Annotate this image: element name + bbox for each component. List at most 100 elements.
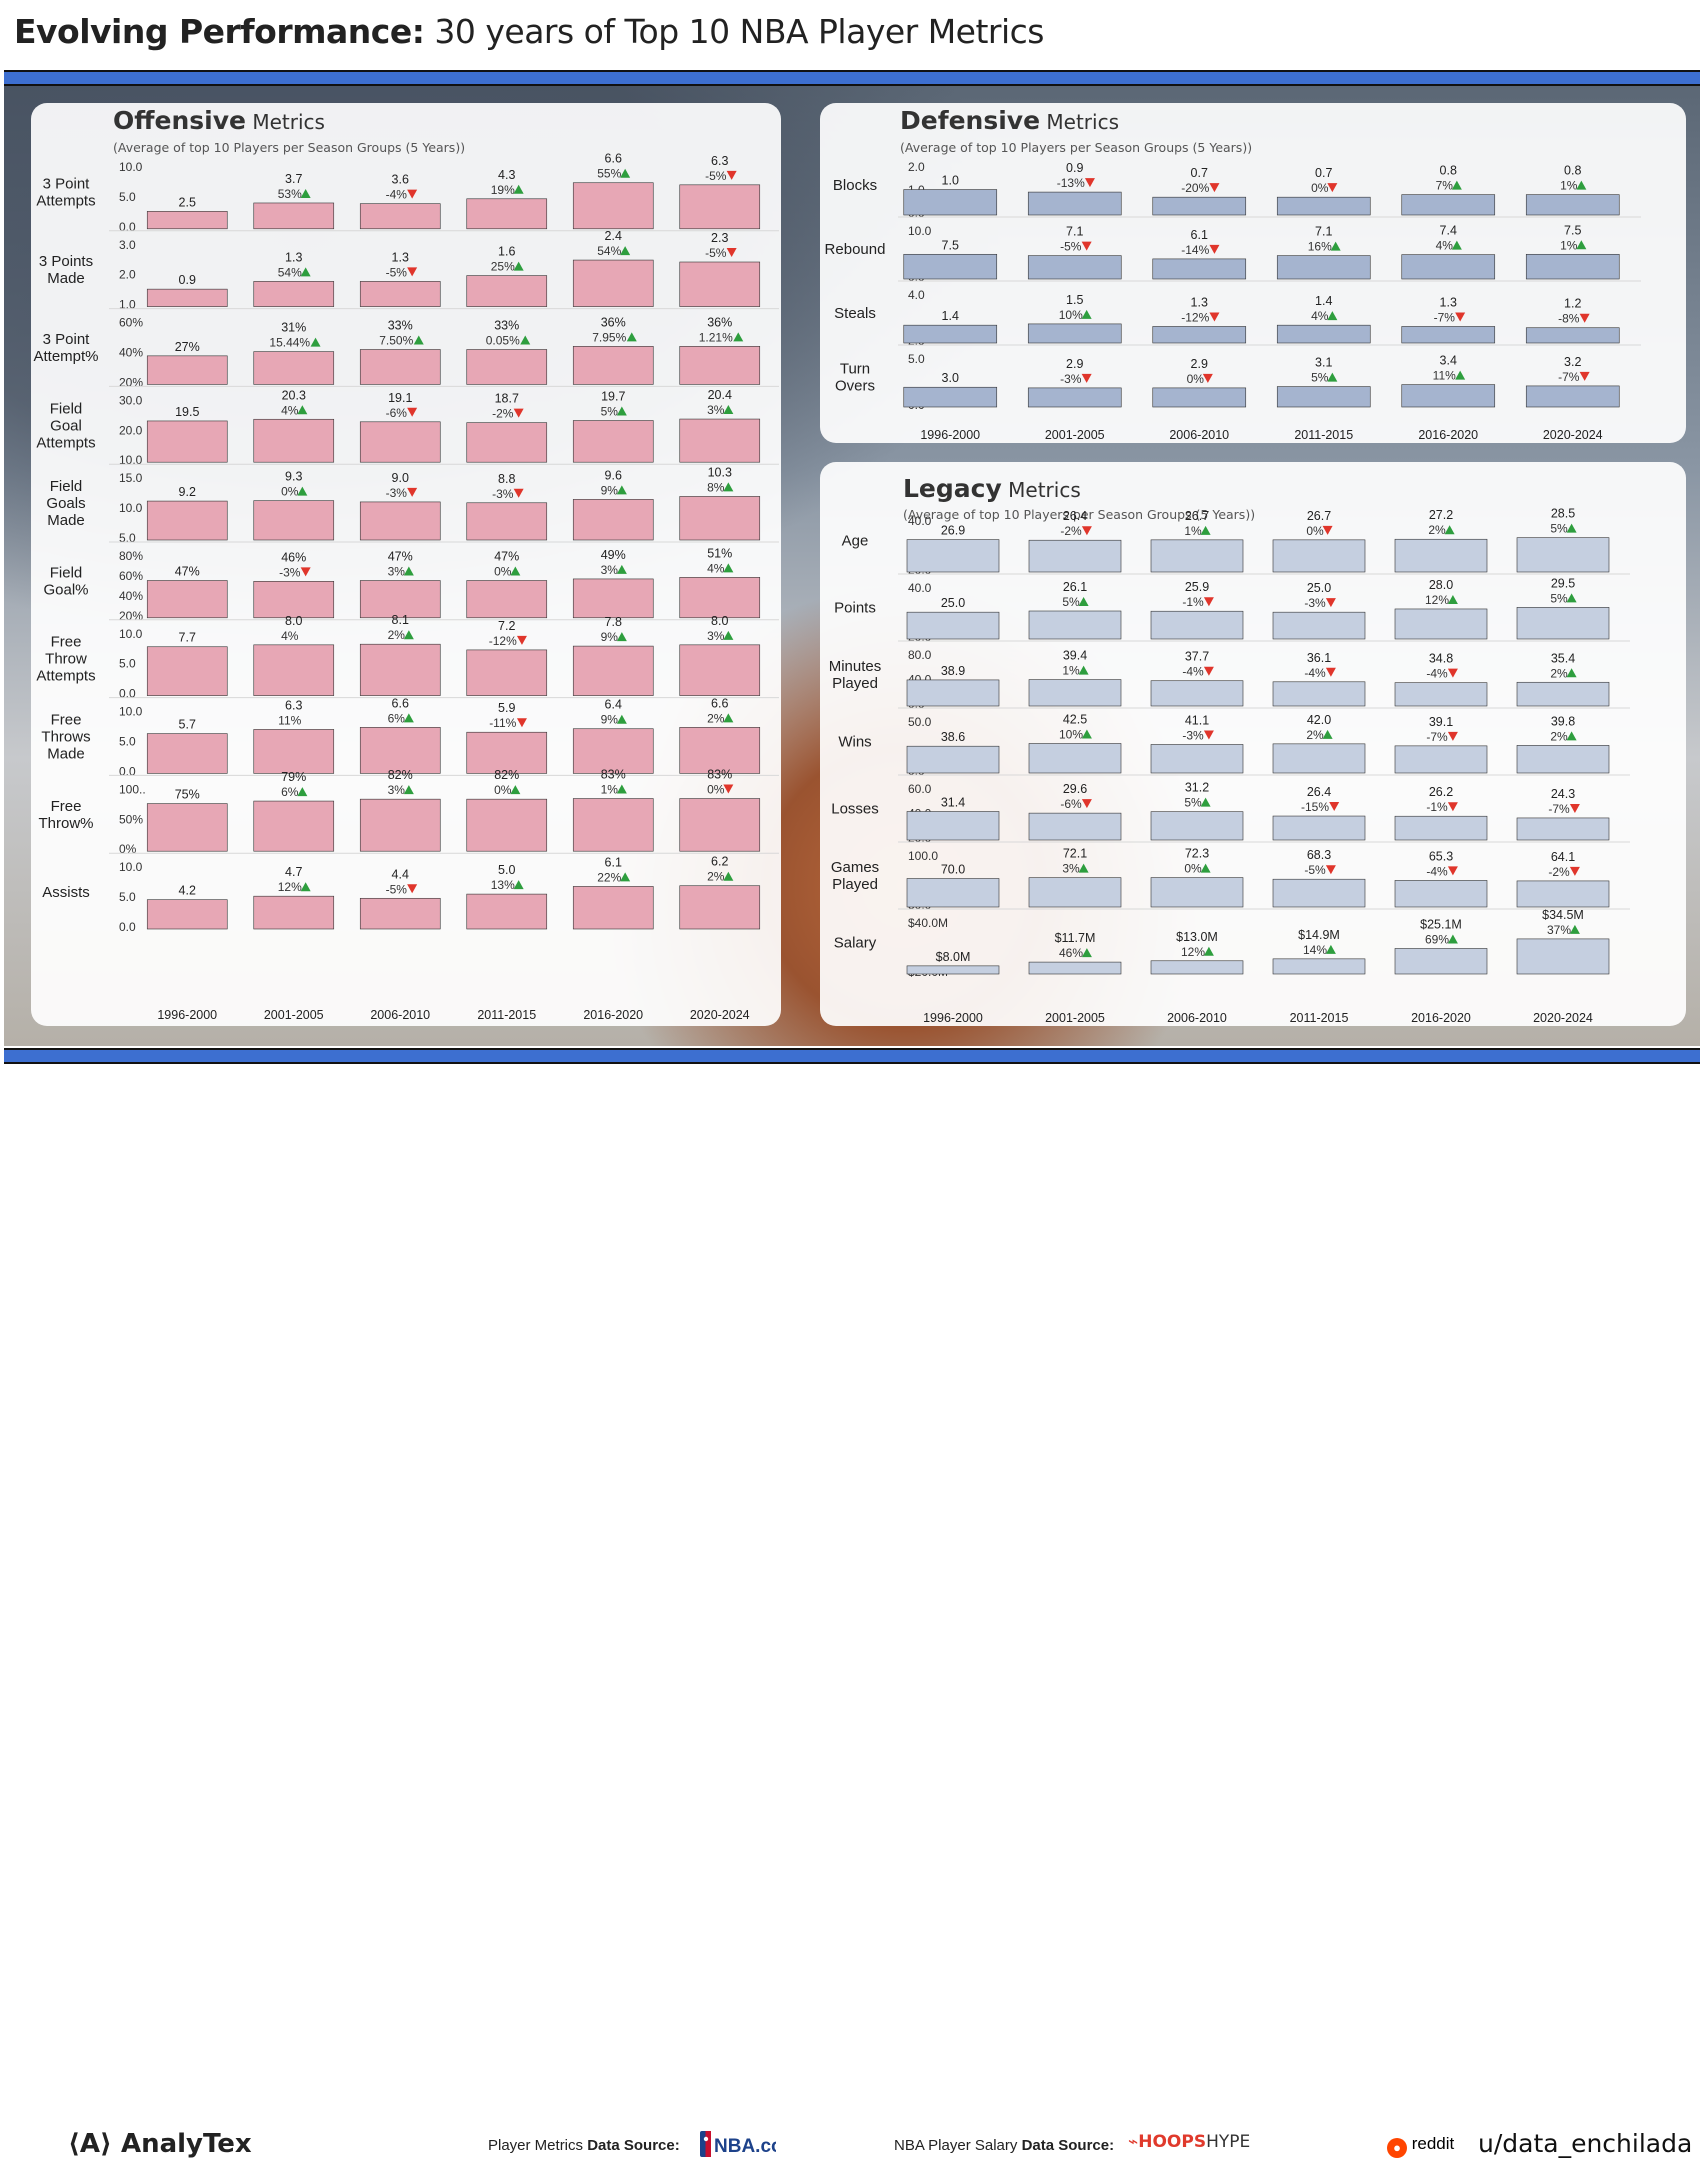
bar: [903, 253, 998, 280]
up-arrow-icon: [1322, 729, 1333, 739]
change-label: 1%: [1062, 664, 1080, 678]
change-label: 2%: [1306, 728, 1324, 742]
up-arrow-icon: [1447, 594, 1458, 604]
data-label: 64.1: [1551, 850, 1575, 864]
bar: [253, 644, 335, 696]
data-label: 3.0: [942, 371, 959, 385]
data-label: $25.1M: [1420, 917, 1462, 931]
data-label: 7.4: [1440, 224, 1457, 238]
down-arrow-icon: [726, 170, 737, 180]
down-arrow-icon: [1447, 668, 1458, 678]
bar: [572, 182, 654, 230]
change-label: 2%: [707, 711, 725, 725]
data-label: 65.3: [1429, 849, 1453, 863]
row-label: Free: [51, 798, 82, 815]
bar: [359, 349, 441, 385]
data-label: 3.6: [392, 173, 409, 187]
bar: [1394, 815, 1488, 841]
change-label: 12%: [1181, 945, 1205, 959]
data-label: 38.9: [941, 664, 965, 678]
row-label: Throw: [45, 651, 87, 668]
down-arrow-icon: [1209, 183, 1220, 193]
data-label: 31.4: [941, 795, 965, 809]
salary-source-bold: Data Source:: [1021, 2137, 1115, 2154]
data-label: 26.1: [1063, 580, 1087, 594]
bar: [1516, 537, 1610, 573]
change-label: 0%: [494, 783, 512, 797]
data-label: 1.4: [942, 309, 959, 323]
data-label: 19.5: [175, 405, 199, 419]
bar: [1272, 815, 1366, 841]
data-label: 19.1: [388, 391, 412, 405]
change-label: -5%: [1060, 240, 1082, 254]
bar: [679, 727, 761, 774]
change-label: -12%: [1181, 310, 1209, 324]
change-label: -8%: [1558, 312, 1580, 326]
row-label: Age: [842, 533, 869, 550]
data-label: 0.8: [1564, 164, 1581, 178]
data-label: 6.6: [392, 696, 409, 710]
down-arrow-icon: [1203, 597, 1214, 607]
change-label: 1%: [1560, 179, 1578, 193]
x-category-label: 1996-2000: [157, 1008, 217, 1022]
row-label: Attempts: [36, 434, 95, 451]
up-arrow-icon: [723, 482, 734, 492]
data-label: 25.0: [941, 596, 965, 610]
y-tick-label: 5.0: [119, 531, 136, 545]
y-tick-label: 10.0: [119, 627, 143, 641]
change-label: -2%: [1548, 865, 1570, 879]
down-arrow-icon: [513, 408, 524, 418]
data-label: 6.1: [1191, 228, 1208, 242]
change-label: -5%: [705, 169, 727, 183]
data-label: $11.7M: [1055, 931, 1096, 945]
bar: [1276, 196, 1371, 216]
down-arrow-icon: [1579, 371, 1590, 381]
change-label: 46%: [1059, 946, 1083, 960]
data-label: 27.2: [1429, 508, 1453, 522]
change-label: 3%: [601, 563, 619, 577]
data-label: 46%: [281, 550, 306, 564]
data-label: 8.8: [498, 472, 515, 486]
data-label: 8.0: [711, 614, 728, 628]
change-label: -5%: [386, 265, 408, 279]
change-label: -5%: [705, 246, 727, 260]
data-label: 2.5: [179, 195, 196, 209]
change-label: -7%: [1434, 310, 1456, 324]
bar: [906, 965, 1000, 975]
bar: [1150, 539, 1244, 573]
down-arrow-icon: [407, 189, 418, 199]
data-label: 1.4: [1315, 294, 1332, 308]
data-label: 9.0: [392, 471, 409, 485]
data-label: 5.0: [498, 863, 515, 877]
change-label: -3%: [1182, 728, 1204, 742]
x-category-label: 2001-2005: [1045, 1011, 1105, 1025]
bar: [679, 261, 761, 307]
data-label: 42.0: [1307, 713, 1331, 727]
bar: [359, 421, 441, 463]
data-label: 4.3: [498, 168, 515, 182]
bar: [146, 580, 228, 619]
up-arrow-icon: [616, 784, 627, 794]
data-label: 6.3: [285, 698, 302, 712]
change-label: 1%: [1184, 524, 1202, 538]
y-tick-label: 15.0: [119, 471, 143, 485]
bar: [466, 422, 548, 463]
data-label: 1.3: [1191, 295, 1208, 309]
data-label: 27%: [175, 340, 200, 354]
defensive-chart: Blocks2.01.00.01.00.9-13%0.7-20%0.70%0.8…: [825, 160, 1641, 442]
bar: [1276, 386, 1371, 408]
data-label: 0.9: [1066, 161, 1083, 175]
bar: [1394, 880, 1488, 908]
data-label: 72.3: [1185, 847, 1209, 861]
change-label: -3%: [279, 565, 301, 579]
row-label: 3 Points: [39, 253, 93, 270]
data-label: 18.7: [495, 392, 519, 406]
bar: [1525, 385, 1620, 408]
bar: [359, 580, 441, 619]
data-label: 2.3: [711, 231, 728, 245]
data-label: 83%: [707, 768, 732, 782]
change-label: -11%: [489, 716, 516, 730]
data-label: 7.8: [605, 615, 622, 629]
row-label: Goal: [50, 417, 82, 434]
y-tick-label: 20%: [119, 375, 143, 389]
